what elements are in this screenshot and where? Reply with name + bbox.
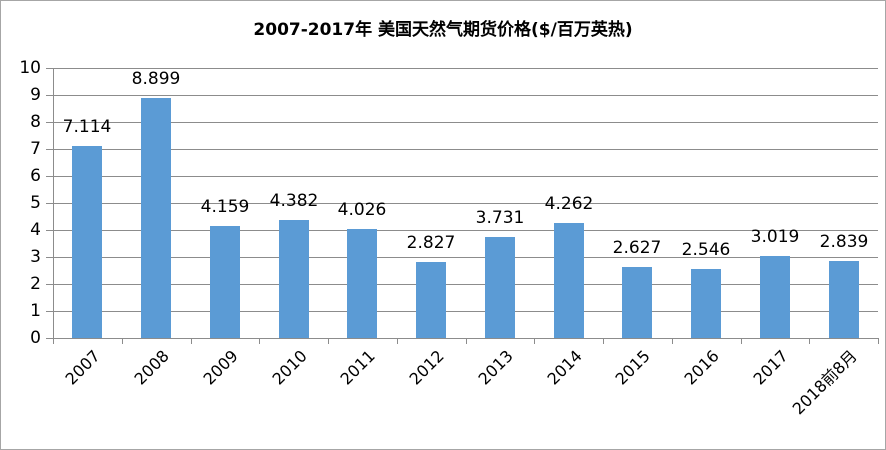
y-axis-tick xyxy=(46,284,53,285)
y-axis-tick xyxy=(46,68,53,69)
y-axis-tick xyxy=(46,95,53,96)
x-axis-tick xyxy=(878,338,879,344)
y-axis-tick xyxy=(46,176,53,177)
x-axis-tick xyxy=(534,338,535,344)
y-axis-label: 0 xyxy=(30,328,41,348)
y-axis-label: 8 xyxy=(30,112,41,132)
y-axis-label: 7 xyxy=(30,139,41,159)
y-axis-tick xyxy=(46,257,53,258)
bar-value-label: 4.026 xyxy=(337,200,387,220)
bar-value-label: 2.627 xyxy=(612,238,662,258)
bar xyxy=(554,223,584,338)
y-axis-label: 3 xyxy=(30,247,41,267)
x-axis-tick xyxy=(466,338,467,344)
bar xyxy=(210,226,240,338)
x-axis-tick xyxy=(259,338,260,344)
x-axis-tick xyxy=(672,338,673,344)
bar xyxy=(416,262,446,338)
y-axis-label: 1 xyxy=(30,301,41,321)
x-axis-tick xyxy=(603,338,604,344)
bar xyxy=(141,98,171,338)
y-axis-line xyxy=(53,68,54,338)
bar xyxy=(829,261,859,338)
y-axis-tick xyxy=(46,122,53,123)
y-gridline xyxy=(53,122,878,123)
x-axis-tick xyxy=(397,338,398,344)
bar-value-label: 3.019 xyxy=(750,227,800,247)
y-axis-label: 9 xyxy=(30,85,41,105)
y-axis-label: 4 xyxy=(30,220,41,240)
x-axis-tick xyxy=(122,338,123,344)
bar xyxy=(279,220,309,338)
x-axis-tick xyxy=(191,338,192,344)
y-axis-tick xyxy=(46,230,53,231)
y-gridline xyxy=(53,311,878,312)
y-gridline xyxy=(53,176,878,177)
bar-value-label: 3.731 xyxy=(475,208,525,228)
x-axis-tick xyxy=(741,338,742,344)
bar xyxy=(347,229,377,338)
y-axis-tick xyxy=(46,338,53,339)
bar-value-label: 2.546 xyxy=(681,240,731,260)
y-axis-label: 10 xyxy=(19,58,41,78)
bar-value-label: 4.159 xyxy=(200,197,250,217)
y-gridline xyxy=(53,149,878,150)
bar-value-label: 2.839 xyxy=(819,232,869,252)
bar xyxy=(622,267,652,338)
x-axis-tick xyxy=(809,338,810,344)
y-axis-label: 2 xyxy=(30,274,41,294)
bar-value-label: 7.114 xyxy=(62,117,112,137)
x-axis-tick xyxy=(328,338,329,344)
bar xyxy=(691,269,721,338)
bar xyxy=(72,146,102,338)
y-axis-tick xyxy=(46,311,53,312)
bar xyxy=(485,237,515,338)
y-gridline xyxy=(53,68,878,69)
y-gridline xyxy=(53,338,878,339)
x-axis-tick xyxy=(53,338,54,344)
bar-value-label: 4.262 xyxy=(544,194,594,214)
bar-value-label: 4.382 xyxy=(269,191,319,211)
y-axis-tick xyxy=(46,149,53,150)
y-gridline xyxy=(53,230,878,231)
y-gridline xyxy=(53,257,878,258)
y-axis-label: 6 xyxy=(30,166,41,186)
y-axis-label: 5 xyxy=(30,193,41,213)
bar-value-label: 8.899 xyxy=(131,69,181,89)
y-axis-tick xyxy=(46,203,53,204)
bar-value-label: 2.827 xyxy=(406,233,456,253)
bar xyxy=(760,256,790,338)
y-gridline xyxy=(53,203,878,204)
y-gridline xyxy=(53,95,878,96)
y-gridline xyxy=(53,284,878,285)
chart-title: 2007-2017年 美国天然气期货价格($/百万英热) xyxy=(253,20,633,40)
